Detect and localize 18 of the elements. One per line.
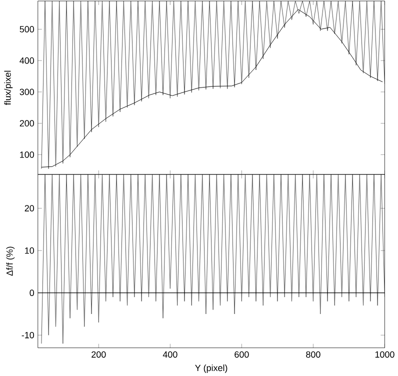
- y-tick-label: 300: [20, 88, 34, 96]
- x-tick-label: 200: [92, 351, 106, 358]
- y-axis-title: flux/pixel: [4, 70, 13, 105]
- x-tick-label: 400: [162, 351, 178, 358]
- x-tick-label: 1000: [375, 351, 394, 358]
- y-tick-label: -10: [22, 332, 34, 338]
- x-tick-label: 600: [234, 351, 249, 358]
- y-tick-label: 100: [20, 151, 34, 158]
- y-tick-label: 200: [20, 120, 34, 126]
- y-tick-label: 20: [24, 204, 34, 212]
- line-series: [41, 174, 385, 344]
- y-axis-title: Δf/f (%): [6, 246, 15, 276]
- x-axis-title: Y (pixel): [195, 364, 228, 373]
- y-tick-label: 400: [20, 57, 34, 64]
- y-tick-label: 500: [20, 26, 34, 32]
- x-tick-label: 800: [306, 351, 320, 358]
- y-tick-label: 0: [30, 290, 34, 296]
- y-tick-label: 10: [25, 247, 34, 254]
